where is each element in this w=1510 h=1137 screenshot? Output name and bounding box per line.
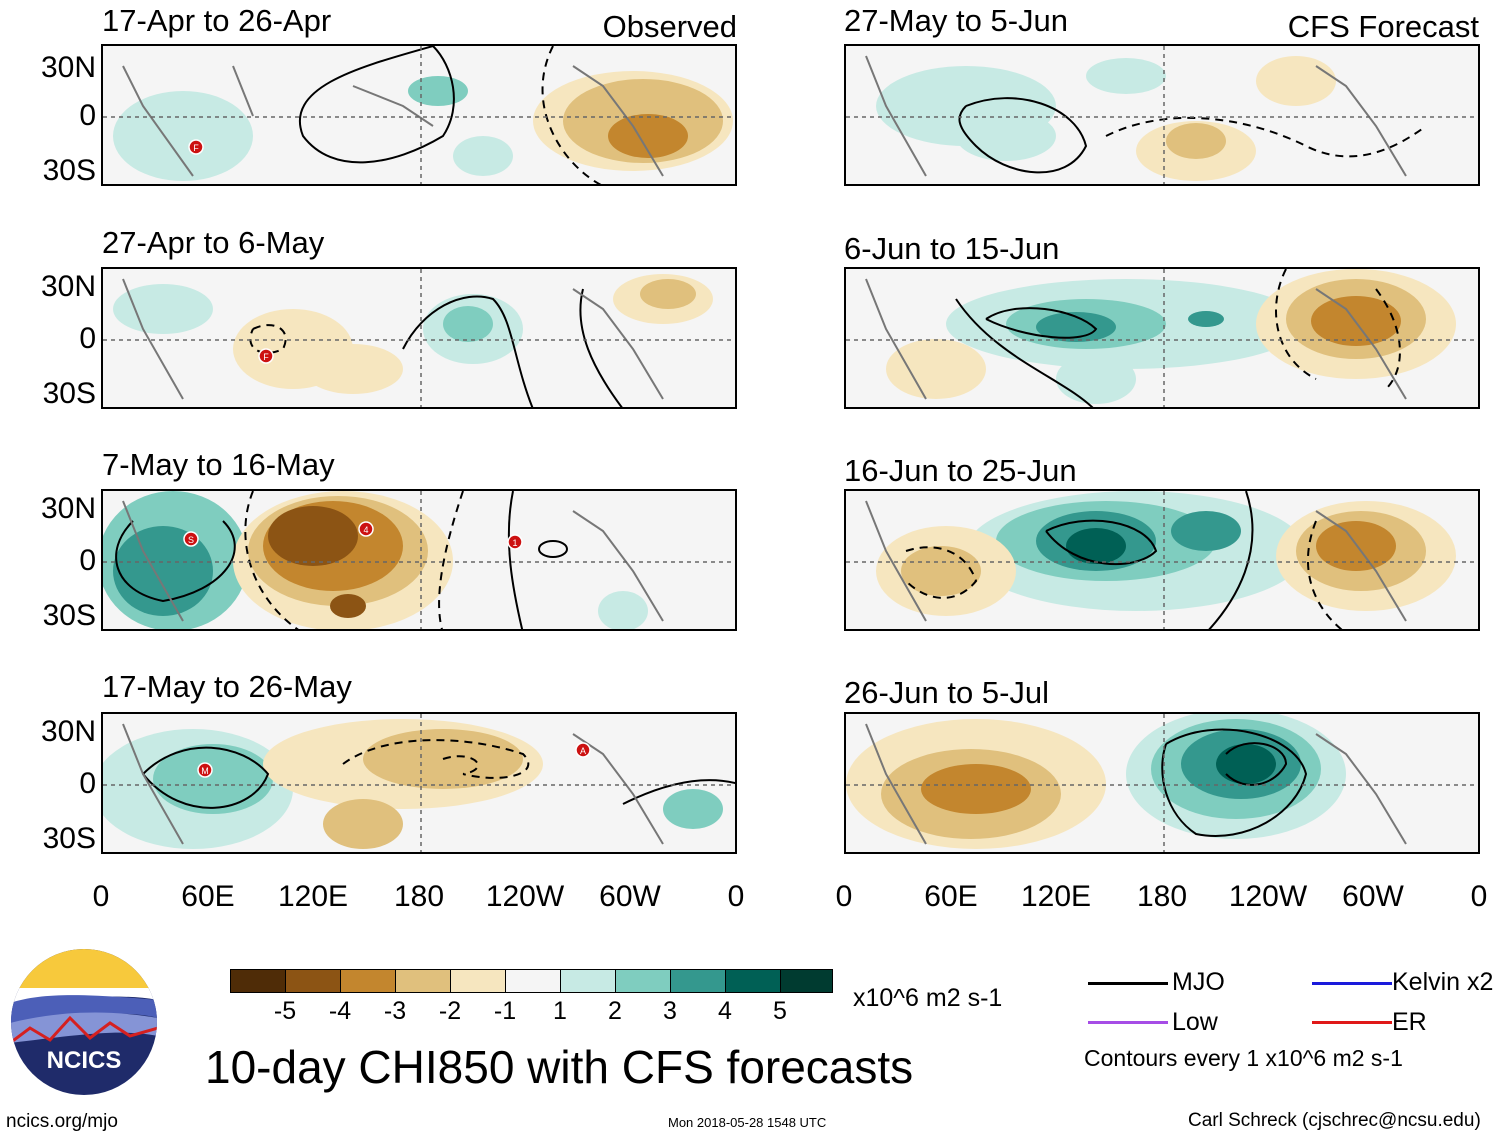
colorbar-label: -2	[438, 997, 462, 1025]
colorbar-swatch	[725, 969, 781, 993]
storm-id: A	[580, 746, 586, 756]
ncics-logo: NCICS	[10, 948, 158, 1096]
storm-marker: F	[258, 348, 274, 364]
lat-label: 30S	[42, 377, 96, 410]
lat-label: 0	[79, 767, 96, 800]
lat-label: 0	[79, 544, 96, 577]
storm-marker: M	[197, 762, 213, 778]
map	[844, 712, 1480, 854]
panel-title: 27-Apr to 6-May	[102, 225, 325, 260]
mjo-label: MJO	[1172, 968, 1225, 996]
lon-label: 180	[1136, 880, 1188, 913]
footer-timestamp: Mon 2018-05-28 1548 UTC	[668, 1115, 827, 1130]
panel-title: 17-Apr to 26-Apr	[102, 3, 332, 38]
lon-label: 0	[92, 880, 110, 913]
lon-label: 0	[1470, 880, 1488, 913]
storm-marker: 4	[358, 521, 374, 537]
lat-label: 0	[79, 99, 96, 132]
colorbar-swatch	[560, 969, 616, 993]
er-line-swatch	[1312, 1021, 1392, 1024]
colorbar-label: -1	[493, 997, 517, 1025]
colorbar-units: x10^6 m2 s-1	[853, 984, 1003, 1012]
panel-title: 26-Jun to 5-Jul	[844, 675, 1050, 710]
storm-id: F	[193, 143, 199, 153]
storm-id: S	[188, 535, 194, 545]
colorbar-swatch	[505, 969, 561, 993]
colorbar-label: -3	[383, 997, 407, 1025]
lon-label: 120E	[1020, 880, 1092, 913]
colorbar-swatch	[615, 969, 671, 993]
map	[844, 44, 1480, 186]
lat-label: 30S	[42, 822, 96, 855]
colorbar-label: 3	[663, 997, 677, 1025]
map: F	[101, 44, 737, 186]
lat-label: 30S	[42, 154, 96, 187]
low-line-swatch	[1088, 1021, 1168, 1024]
colorbar-swatch	[230, 969, 286, 993]
colorbar-swatch	[340, 969, 396, 993]
panel-title: 17-May to 26-May	[102, 669, 352, 704]
lon-label: 0	[835, 880, 853, 913]
map: S 4 1	[101, 489, 737, 631]
storm-marker: A	[575, 742, 591, 758]
panel-title: 27-May to 5-Jun	[844, 3, 1068, 38]
map	[844, 489, 1480, 631]
colorbar-swatch	[780, 969, 833, 993]
lon-label: 60W	[599, 880, 661, 913]
colorbar-swatch	[395, 969, 451, 993]
lon-label: 120W	[1228, 880, 1308, 913]
kelvin-label: Kelvin x2	[1392, 968, 1494, 996]
logo-text: NCICS	[47, 1047, 122, 1074]
lon-label: 180	[393, 880, 445, 913]
panel-title: 7-May to 16-May	[102, 447, 335, 482]
lat-label: 30N	[40, 51, 96, 84]
lon-label: 120E	[277, 880, 349, 913]
storm-id: 4	[363, 525, 368, 535]
footer-url[interactable]: ncics.org/mjo	[6, 1111, 118, 1132]
map: F	[101, 267, 737, 409]
storm-marker: F	[188, 139, 204, 155]
map	[844, 267, 1480, 409]
lon-label: 120W	[485, 880, 565, 913]
low-label: Low	[1172, 1008, 1218, 1036]
lat-label: 30N	[40, 270, 96, 303]
colorbar-swatch	[450, 969, 506, 993]
storm-marker: 1	[507, 534, 523, 550]
storm-id: M	[201, 766, 209, 776]
lat-label: 30S	[42, 599, 96, 632]
cfs-forecast-label: CFS Forecast	[1287, 9, 1479, 44]
lat-label: 0	[79, 322, 96, 355]
observed-label: Observed	[602, 9, 737, 44]
colorbar-label: 5	[773, 997, 787, 1025]
main-title: 10-day CHI850 with CFS forecasts	[205, 1041, 914, 1093]
er-label: ER	[1392, 1008, 1427, 1036]
mjo-line-swatch	[1088, 982, 1168, 985]
lat-label: 30N	[40, 492, 96, 525]
kelvin-line-swatch	[1312, 982, 1392, 985]
colorbar-label: -5	[273, 997, 297, 1025]
storm-id: 1	[512, 538, 517, 548]
colorbar-label: 1	[553, 997, 567, 1025]
footer-author[interactable]: Carl Schreck (cjschrec@ncsu.edu)	[1188, 1110, 1481, 1131]
panel-title: 6-Jun to 15-Jun	[844, 231, 1060, 266]
lon-label: 60E	[924, 880, 978, 913]
lon-label: 60E	[181, 880, 235, 913]
panel-title: 16-Jun to 25-Jun	[844, 453, 1077, 488]
colorbar-swatch	[670, 969, 726, 993]
lon-label: 0	[727, 880, 745, 913]
contour-note: Contours every 1 x10^6 m2 s-1	[1084, 1045, 1403, 1071]
colorbar-swatch	[285, 969, 341, 993]
storm-marker: S	[183, 531, 199, 547]
colorbar-label: 2	[608, 997, 622, 1025]
map: M A	[101, 712, 737, 854]
lon-label: 60W	[1342, 880, 1404, 913]
colorbar-label: -4	[328, 997, 352, 1025]
lat-label: 30N	[40, 715, 96, 748]
storm-id: F	[263, 352, 269, 362]
colorbar-label: 4	[718, 997, 732, 1025]
